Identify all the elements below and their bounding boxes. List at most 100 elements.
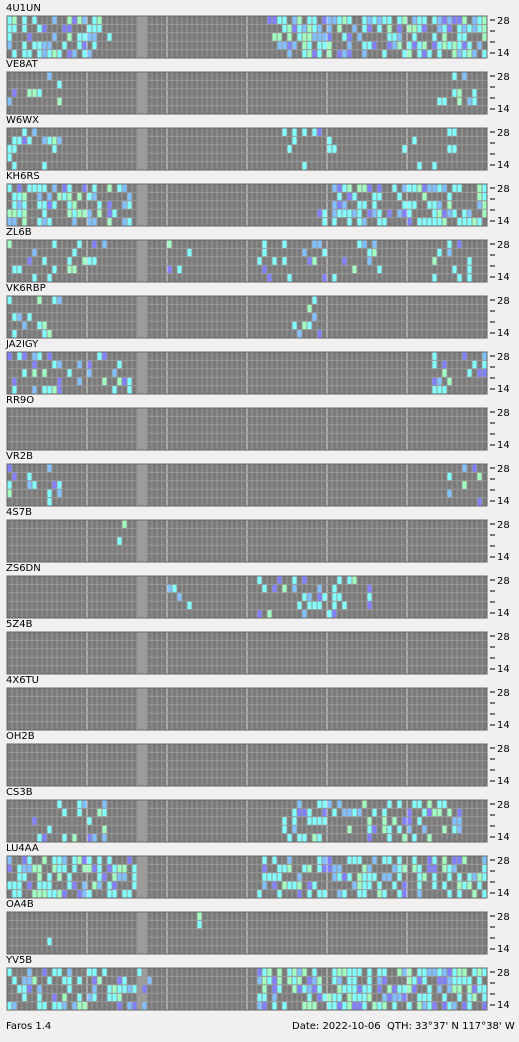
signal-cell xyxy=(287,833,292,842)
signal-cell xyxy=(97,352,102,361)
signal-cell xyxy=(447,209,452,218)
signal-cell xyxy=(347,16,352,25)
signal-cell xyxy=(452,825,457,834)
signal-cell xyxy=(312,984,317,994)
signal-cell xyxy=(262,968,267,977)
callsign: 4U1UN xyxy=(6,3,41,14)
signal-cell xyxy=(362,49,367,58)
signal-cell xyxy=(292,584,297,593)
signal-cell xyxy=(462,352,467,361)
callsign: JA2IGY xyxy=(5,339,39,350)
signal-cell xyxy=(407,1001,412,1010)
signal-cell xyxy=(462,1001,467,1010)
signal-cell xyxy=(382,968,387,977)
signal-cell xyxy=(127,1001,132,1010)
signal-cell xyxy=(77,800,82,809)
signal-cell xyxy=(307,976,312,985)
signal-cell xyxy=(67,265,72,274)
signal-cell xyxy=(262,976,267,985)
signal-cell xyxy=(37,872,42,882)
signal-cell xyxy=(442,800,447,809)
signal-cell xyxy=(367,41,372,50)
signal-cell xyxy=(337,576,342,585)
signal-cell xyxy=(27,968,32,977)
signal-cell xyxy=(97,808,102,817)
signal-cell xyxy=(127,856,132,865)
signal-cell xyxy=(352,984,357,994)
signal-cell xyxy=(462,32,467,42)
grid-border xyxy=(6,463,488,507)
signal-cell xyxy=(377,265,382,274)
signal-cell xyxy=(442,993,447,1002)
signal-cell xyxy=(482,16,487,25)
signal-cell xyxy=(47,889,52,898)
signal-cell xyxy=(417,993,422,1002)
signal-cell xyxy=(32,360,37,369)
signal-cell xyxy=(97,881,102,890)
signal-cell xyxy=(82,16,87,25)
signal-cell xyxy=(22,976,27,985)
signal-cell xyxy=(432,360,437,369)
signal-cell xyxy=(357,184,362,193)
signal-cell xyxy=(452,41,457,50)
signal-cell xyxy=(357,808,362,817)
band-bottom: 14 xyxy=(497,552,510,563)
signal-cell xyxy=(332,808,337,817)
signal-cell xyxy=(262,265,267,274)
grid-border xyxy=(6,799,488,843)
signal-cell xyxy=(272,984,277,994)
signal-cell xyxy=(317,584,322,593)
signal-cell xyxy=(317,889,322,898)
signal-cell xyxy=(377,1001,382,1010)
signal-cell xyxy=(72,49,77,58)
signal-cell xyxy=(282,864,287,873)
signal-cell xyxy=(332,601,337,610)
signal-cell xyxy=(452,184,457,193)
signal-cell xyxy=(7,184,12,193)
signal-cell xyxy=(12,385,17,394)
signal-cell xyxy=(42,889,47,898)
signal-cell xyxy=(117,993,122,1002)
signal-cell xyxy=(27,984,32,994)
signal-cell xyxy=(302,984,307,994)
signal-cell xyxy=(187,248,192,257)
signal-cell xyxy=(82,32,87,42)
signal-cell xyxy=(417,872,422,882)
signal-cell xyxy=(117,984,122,994)
signal-cell xyxy=(292,984,297,994)
signal-cell xyxy=(292,41,297,50)
signal-cell xyxy=(352,192,357,201)
signal-cell xyxy=(482,984,487,994)
signal-cell xyxy=(7,480,12,490)
signal-cell xyxy=(392,1001,397,1010)
signal-cell xyxy=(292,976,297,985)
signal-cell xyxy=(292,816,297,826)
signal-cell xyxy=(77,32,82,42)
signal-cell xyxy=(127,217,132,226)
signal-cell xyxy=(392,984,397,994)
signal-cell xyxy=(407,808,412,817)
signal-cell xyxy=(377,889,382,898)
signal-cell xyxy=(7,97,12,106)
signal-cell xyxy=(42,217,47,226)
signal-cell xyxy=(422,968,427,977)
signal-cell xyxy=(287,976,292,985)
signal-cell xyxy=(367,184,372,193)
signal-cell xyxy=(47,192,52,201)
signal-cell xyxy=(452,16,457,25)
signal-cell xyxy=(42,833,47,842)
signal-cell xyxy=(277,16,282,25)
signal-cell xyxy=(27,88,32,98)
signal-cell xyxy=(427,833,432,842)
signal-cell xyxy=(72,248,77,257)
signal-cell xyxy=(92,881,97,890)
signal-cell xyxy=(32,480,37,490)
signal-cell xyxy=(87,833,92,842)
signal-cell xyxy=(417,41,422,50)
signal-cell xyxy=(357,1001,362,1010)
signal-cell xyxy=(352,881,357,890)
signal-cell xyxy=(347,872,352,882)
signal-cell xyxy=(482,864,487,873)
signal-cell xyxy=(102,352,107,361)
signal-cell xyxy=(427,864,432,873)
